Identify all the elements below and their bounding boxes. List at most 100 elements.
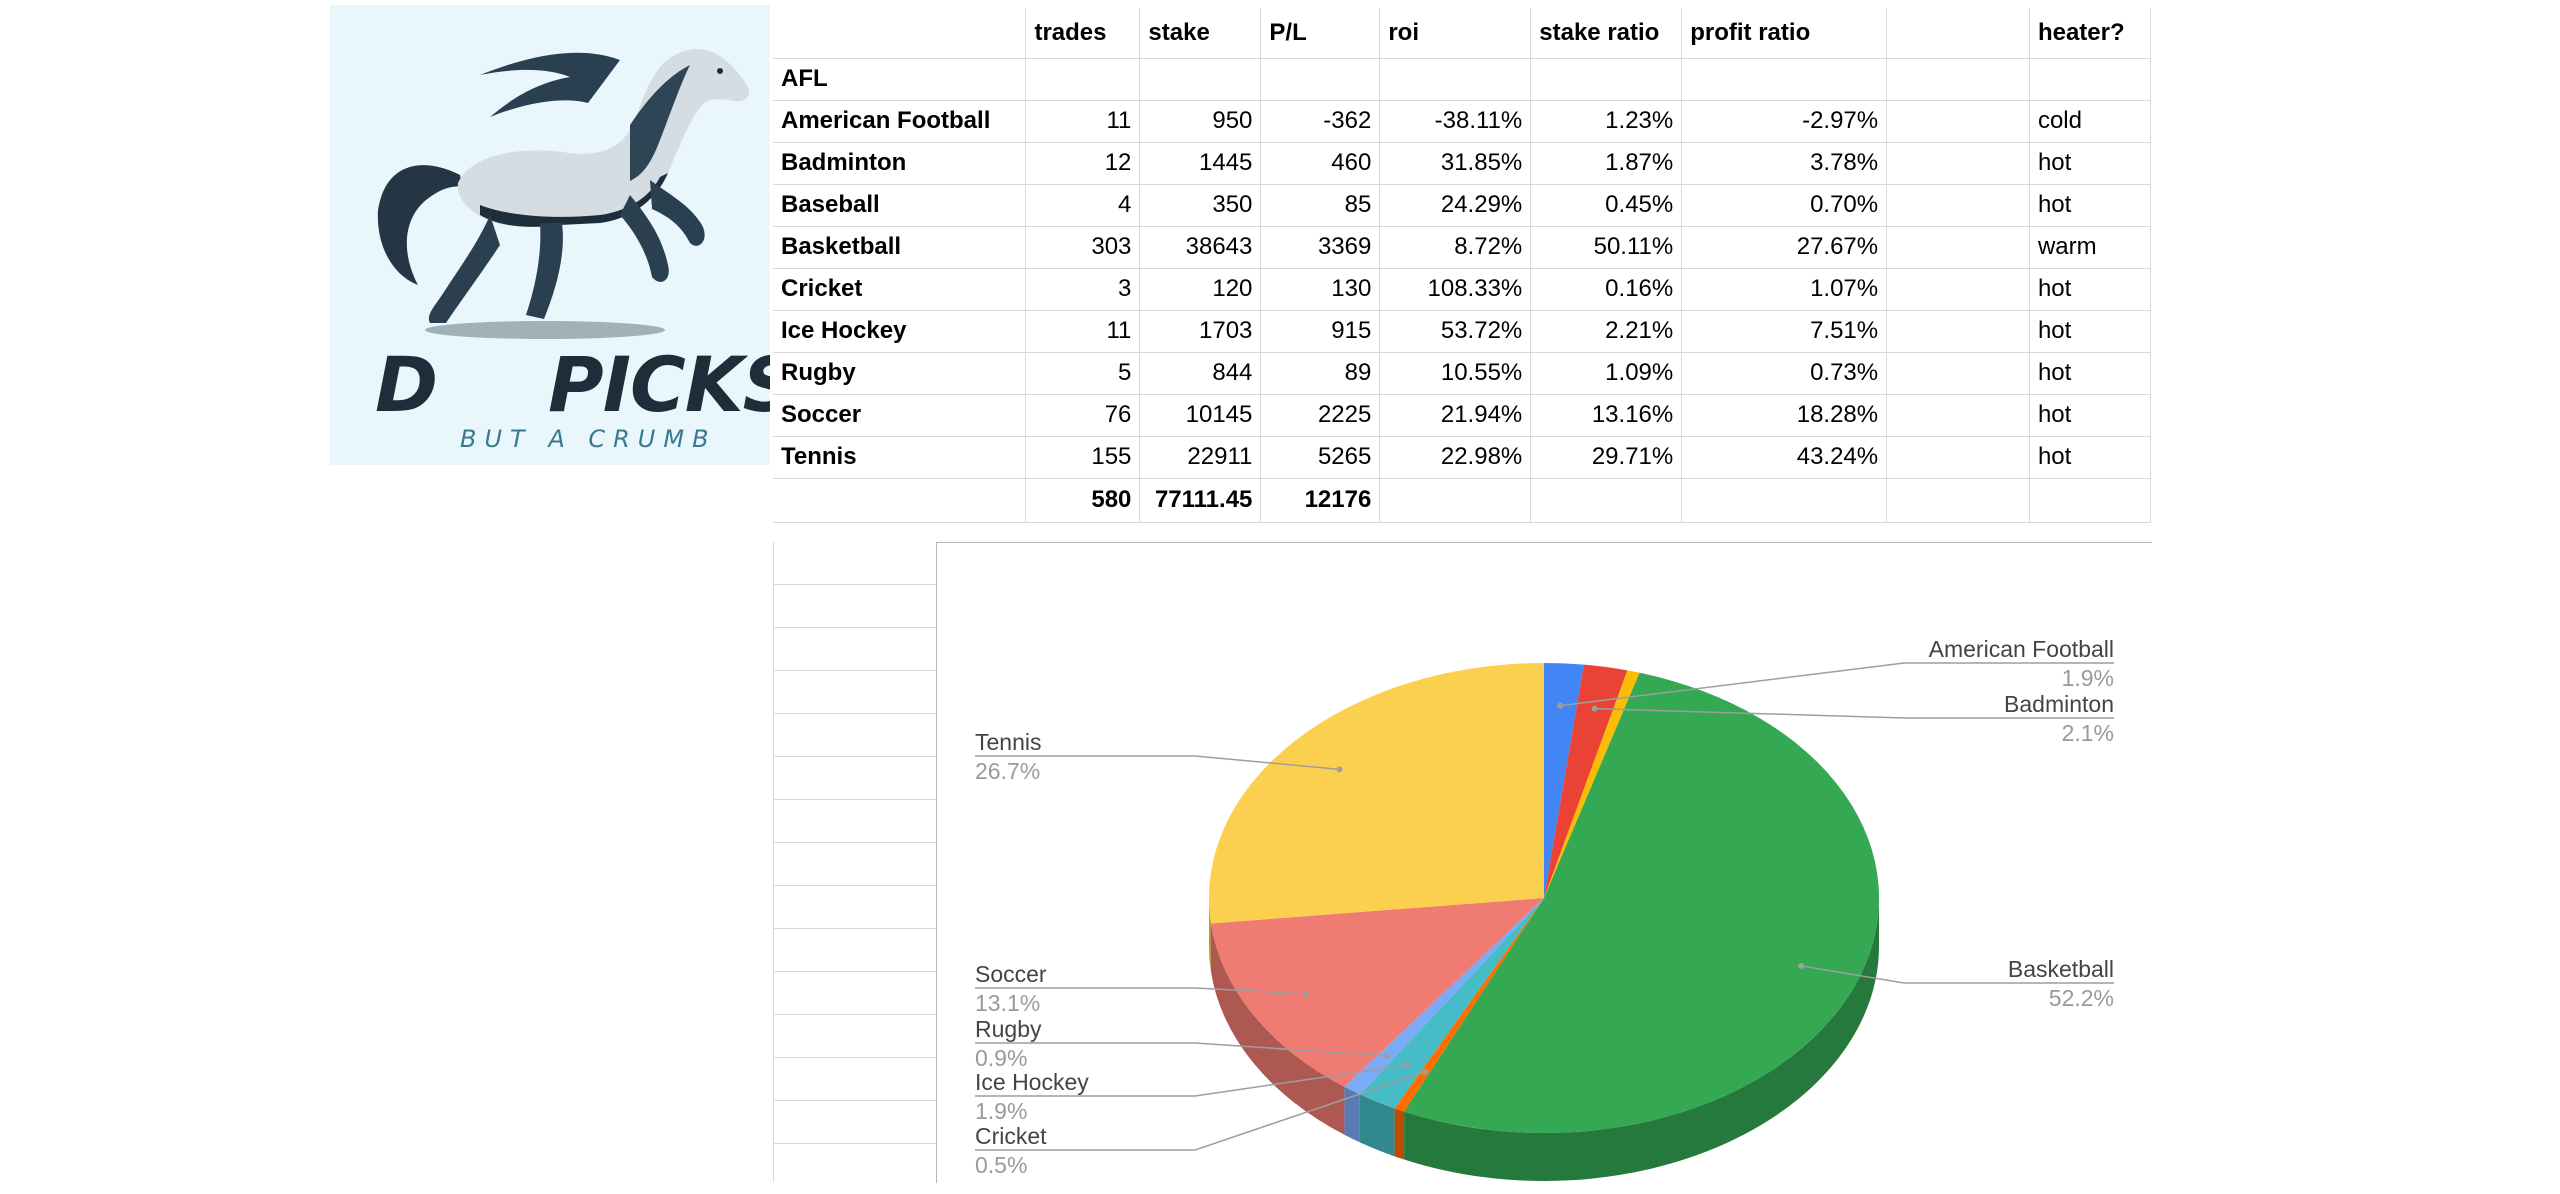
cell-blank[interactable] <box>1886 436 2030 479</box>
cell-trades[interactable]: 11 <box>1025 310 1141 353</box>
cell-stake[interactable]: 38643 <box>1139 226 1262 269</box>
cell-heater[interactable]: hot <box>2029 268 2152 311</box>
cell-sport[interactable]: Rugby <box>773 352 1027 395</box>
cell-pl[interactable] <box>1260 58 1381 101</box>
cell-stake-ratio[interactable]: 1.23% <box>1530 100 1683 143</box>
cell-stake-ratio[interactable]: 13.16% <box>1530 394 1683 437</box>
cell-pl[interactable]: 89 <box>1260 352 1381 395</box>
cell-roi[interactable]: 8.72% <box>1379 226 1532 269</box>
cell-trades[interactable]: 155 <box>1025 436 1141 479</box>
cell-stake[interactable]: 1703 <box>1139 310 1262 353</box>
cell-roi[interactable]: 108.33% <box>1379 268 1532 311</box>
pie-slice-soccer[interactable] <box>1210 898 1544 1087</box>
pie-slice-rugby[interactable] <box>1344 898 1544 1095</box>
cell-stake[interactable] <box>1139 58 1262 101</box>
total-cell-stake-ratio[interactable] <box>1530 478 1683 523</box>
cell-heater[interactable] <box>2029 58 2152 101</box>
cell-pl[interactable]: 460 <box>1260 142 1381 185</box>
total-cell-blank[interactable] <box>1886 478 2030 523</box>
cell-profit-ratio[interactable]: 27.67% <box>1681 226 1888 269</box>
pie-chart[interactable]: American Football 1.9% Badminton 2.1% Basket… <box>936 542 2152 1183</box>
cell-stake[interactable]: 350 <box>1139 184 1262 227</box>
cell-stake-ratio[interactable]: 0.45% <box>1530 184 1683 227</box>
cell-roi[interactable]: 53.72% <box>1379 310 1532 353</box>
cell-heater[interactable]: warm <box>2029 226 2152 269</box>
header-cell-sport[interactable] <box>773 8 1027 59</box>
cell-profit-ratio[interactable]: 18.28% <box>1681 394 1888 437</box>
cell-roi[interactable]: 31.85% <box>1379 142 1532 185</box>
cell-stake[interactable]: 950 <box>1139 100 1262 143</box>
cell-pl[interactable]: 3369 <box>1260 226 1381 269</box>
cell-pl[interactable]: -362 <box>1260 100 1381 143</box>
cell-roi[interactable]: 22.98% <box>1379 436 1532 479</box>
cell-trades[interactable]: 4 <box>1025 184 1141 227</box>
cell-trades[interactable] <box>1025 58 1141 101</box>
cell-blank[interactable] <box>1886 268 2030 311</box>
total-cell-heater[interactable] <box>2029 478 2152 523</box>
cell-pl[interactable]: 5265 <box>1260 436 1381 479</box>
cell-profit-ratio[interactable]: 3.78% <box>1681 142 1888 185</box>
cell-sport[interactable]: Ice Hockey <box>773 310 1027 353</box>
cell-profit-ratio[interactable]: 0.73% <box>1681 352 1888 395</box>
cell-roi[interactable] <box>1379 58 1532 101</box>
cell-trades[interactable]: 5 <box>1025 352 1141 395</box>
cell-pl[interactable]: 915 <box>1260 310 1381 353</box>
header-cell-roi[interactable]: roi <box>1379 8 1532 59</box>
cell-trades[interactable]: 12 <box>1025 142 1141 185</box>
header-cell-blank[interactable] <box>1886 8 2030 59</box>
cell-heater[interactable]: hot <box>2029 394 2152 437</box>
cell-stake-ratio[interactable]: 1.87% <box>1530 142 1683 185</box>
cell-blank[interactable] <box>1886 184 2030 227</box>
cell-stake[interactable]: 1445 <box>1139 142 1262 185</box>
cell-sport[interactable]: Badminton <box>773 142 1027 185</box>
cell-roi[interactable]: -38.11% <box>1379 100 1532 143</box>
cell-heater[interactable]: hot <box>2029 352 2152 395</box>
cell-profit-ratio[interactable]: 1.07% <box>1681 268 1888 311</box>
header-cell-profit-ratio[interactable]: profit ratio <box>1681 8 1888 59</box>
cell-trades[interactable]: 3 <box>1025 268 1141 311</box>
cell-heater[interactable]: cold <box>2029 100 2152 143</box>
cell-heater[interactable]: hot <box>2029 310 2152 353</box>
total-cell-pl[interactable]: 12176 <box>1260 478 1381 523</box>
cell-blank[interactable] <box>1886 310 2030 353</box>
cell-stake[interactable]: 10145 <box>1139 394 1262 437</box>
cell-stake-ratio[interactable]: 50.11% <box>1530 226 1683 269</box>
header-cell-heater[interactable]: heater? <box>2029 8 2152 59</box>
pie-slice-american-football[interactable] <box>1544 663 1584 898</box>
pie-slice-cricket[interactable] <box>1394 898 1544 1112</box>
cell-roi[interactable]: 21.94% <box>1379 394 1532 437</box>
total-cell-trades[interactable]: 580 <box>1025 478 1141 523</box>
total-cell-roi[interactable] <box>1379 478 1532 523</box>
cell-heater[interactable]: hot <box>2029 436 2152 479</box>
cell-pl[interactable]: 85 <box>1260 184 1381 227</box>
cell-pl[interactable]: 2225 <box>1260 394 1381 437</box>
cell-stake-ratio[interactable]: 0.16% <box>1530 268 1683 311</box>
pie-slice-basketball[interactable] <box>1404 672 1880 1134</box>
cell-heater[interactable]: hot <box>2029 184 2152 227</box>
cell-blank[interactable] <box>1886 100 2030 143</box>
cell-stake-ratio[interactable]: 2.21% <box>1530 310 1683 353</box>
pie-slice-tennis[interactable] <box>1209 663 1544 924</box>
cell-profit-ratio[interactable]: 43.24% <box>1681 436 1888 479</box>
cell-heater[interactable]: hot <box>2029 142 2152 185</box>
cell-sport[interactable]: Tennis <box>773 436 1027 479</box>
cell-trades[interactable]: 11 <box>1025 100 1141 143</box>
header-cell-trades[interactable]: trades <box>1025 8 1141 59</box>
cell-sport[interactable]: Soccer <box>773 394 1027 437</box>
cell-blank[interactable] <box>1886 142 2030 185</box>
cell-sport[interactable]: American Football <box>773 100 1027 143</box>
cell-blank[interactable] <box>1886 226 2030 269</box>
cell-stake-ratio[interactable] <box>1530 58 1683 101</box>
header-cell-stake[interactable]: stake <box>1139 8 1262 59</box>
header-cell-stake-ratio[interactable]: stake ratio <box>1530 8 1683 59</box>
cell-sport[interactable]: Basketball <box>773 226 1027 269</box>
cell-stake-ratio[interactable]: 29.71% <box>1530 436 1683 479</box>
cell-profit-ratio[interactable]: -2.97% <box>1681 100 1888 143</box>
cell-sport[interactable]: AFL <box>773 58 1027 101</box>
cell-sport[interactable]: Cricket <box>773 268 1027 311</box>
total-cell-profit-ratio[interactable] <box>1681 478 1888 523</box>
cell-trades[interactable]: 76 <box>1025 394 1141 437</box>
cell-stake[interactable]: 22911 <box>1139 436 1262 479</box>
total-cell-sport[interactable] <box>773 478 1027 523</box>
cell-stake-ratio[interactable]: 1.09% <box>1530 352 1683 395</box>
